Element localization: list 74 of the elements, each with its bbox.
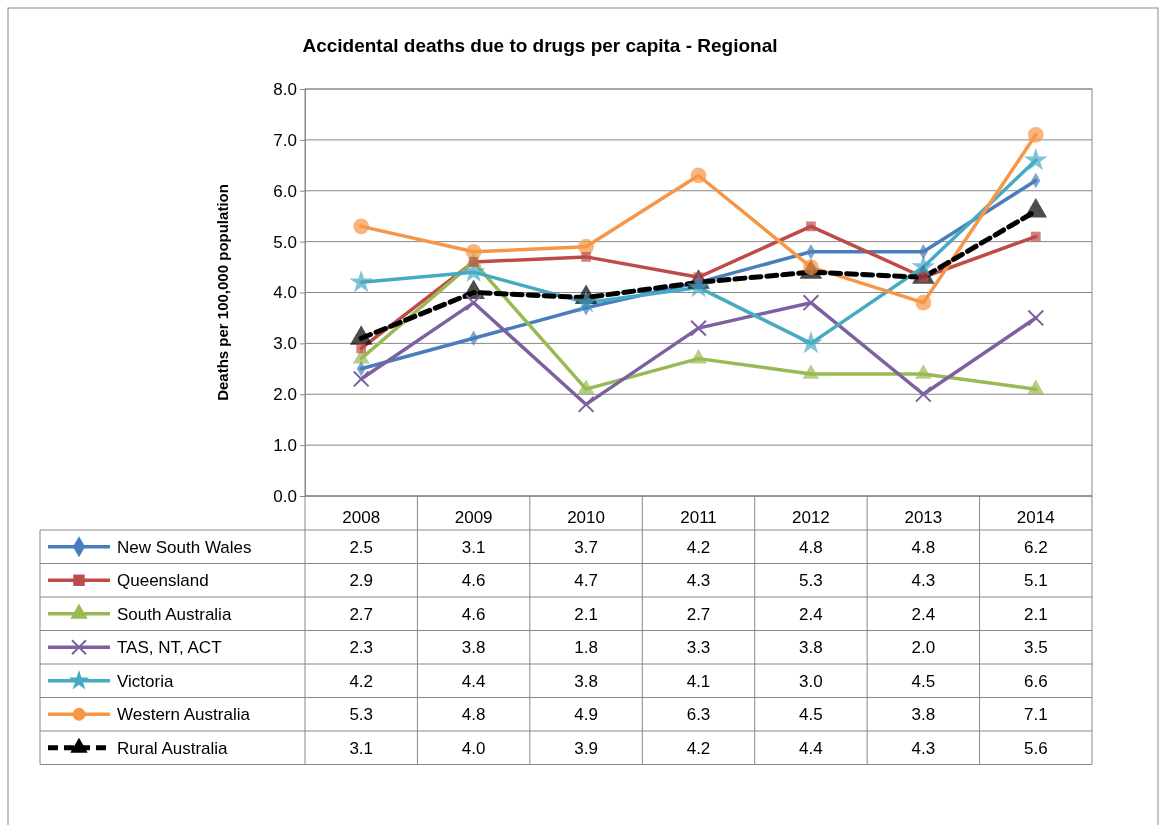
data-label: 2.7 — [686, 604, 711, 624]
legend-label: New South Wales — [117, 537, 252, 557]
data-label: 4.4 — [461, 671, 486, 691]
x-tick-label: 2008 — [342, 508, 381, 527]
legend-label: TAS, NT, ACT — [117, 638, 222, 658]
data-label: 2.3 — [349, 638, 374, 658]
data-label: 1.8 — [574, 638, 598, 658]
data-label: 5.1 — [1023, 571, 1048, 591]
x-tick-label: 2010 — [567, 508, 605, 527]
data-label: 4.9 — [574, 705, 598, 725]
data-label: 7.1 — [1023, 705, 1048, 725]
data-label: 6.2 — [1023, 537, 1048, 557]
y-tick-label: 8.0 — [273, 79, 297, 99]
data-label: 3.5 — [1023, 638, 1048, 658]
x-tick-label: 2011 — [680, 508, 717, 527]
data-label: 2.7 — [349, 604, 374, 624]
data-label: 5.3 — [349, 705, 374, 725]
y-axis-title: Deaths per 100,000 population — [214, 184, 231, 401]
legend-label: Western Australia — [117, 705, 251, 725]
x-tick-label: 2014 — [1016, 508, 1055, 527]
data-label: 6.3 — [686, 705, 711, 725]
data-label: 5.3 — [799, 571, 823, 591]
y-tick-label: 3.0 — [273, 334, 297, 354]
legend-label: Queensland — [117, 571, 209, 591]
data-label: 4.3 — [911, 738, 936, 758]
data-label: 2.9 — [349, 571, 374, 591]
x-tick-label: 2013 — [904, 508, 943, 527]
x-tick-label: 2009 — [454, 508, 493, 527]
legend-label: Victoria — [117, 671, 174, 691]
data-label: 4.0 — [461, 738, 486, 758]
data-label: 4.8 — [911, 537, 936, 557]
data-label: 4.5 — [911, 671, 936, 691]
data-label: 4.6 — [461, 604, 486, 624]
data-label: 3.8 — [461, 638, 486, 658]
data-label: 3.8 — [574, 671, 598, 691]
y-tick-label: 7.0 — [273, 130, 297, 150]
data-label: 2.4 — [911, 604, 936, 624]
data-label: 4.5 — [799, 705, 823, 725]
data-label: 4.2 — [349, 671, 374, 691]
data-label: 4.3 — [686, 571, 711, 591]
data-label: 3.0 — [799, 671, 823, 691]
data-label: 3.8 — [799, 638, 823, 658]
data-label: 2.5 — [349, 537, 374, 557]
chart-title: Accidental deaths due to drugs per capita - Regional — [302, 35, 778, 56]
data-label: 4.2 — [686, 738, 711, 758]
data-label: 4.3 — [911, 571, 936, 591]
data-label: 4.8 — [461, 705, 486, 725]
legend-label: South Australia — [117, 604, 232, 624]
data-label: 3.1 — [349, 738, 374, 758]
y-tick-label: 4.0 — [273, 283, 297, 303]
data-label: 3.3 — [686, 638, 711, 658]
data-label: 3.7 — [574, 537, 598, 557]
data-label: 5.6 — [1023, 738, 1048, 758]
y-tick-label: 0.0 — [273, 486, 297, 506]
y-tick-label: 6.0 — [273, 181, 297, 201]
y-tick-label: 5.0 — [273, 232, 297, 252]
data-label: 6.6 — [1023, 671, 1048, 691]
data-label: 4.6 — [461, 571, 486, 591]
legend-label: Rural Australia — [117, 738, 229, 758]
data-label: 2.0 — [911, 638, 936, 658]
data-label: 2.1 — [1023, 604, 1048, 624]
data-label: 4.4 — [799, 738, 823, 758]
data-label: 2.4 — [799, 604, 823, 624]
data-label: 4.1 — [686, 671, 711, 691]
data-label: 3.8 — [911, 705, 936, 725]
data-label: 2.1 — [574, 604, 598, 624]
data-label: 3.1 — [461, 537, 486, 557]
y-tick-label: 1.0 — [273, 436, 297, 456]
data-label: 4.8 — [799, 537, 823, 557]
data-label: 4.2 — [686, 537, 711, 557]
y-tick-label: 2.0 — [273, 385, 297, 405]
data-label: 4.7 — [574, 571, 598, 591]
data-label: 3.9 — [574, 738, 598, 758]
x-tick-label: 2012 — [792, 508, 830, 527]
